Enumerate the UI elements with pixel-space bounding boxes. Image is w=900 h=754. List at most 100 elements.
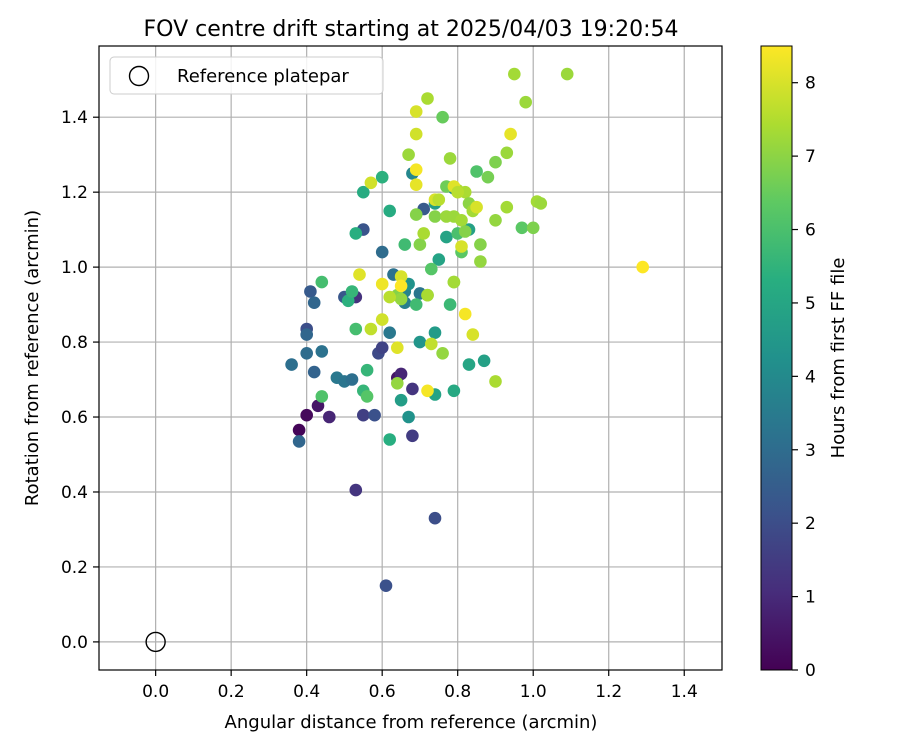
data-point	[402, 410, 415, 424]
x-tick-label: 0.0	[142, 682, 169, 702]
y-tick-label: 0.2	[61, 558, 88, 578]
data-point	[443, 152, 457, 165]
data-point	[394, 393, 408, 407]
x-tick-label: 0.4	[293, 682, 320, 702]
legend: Reference platepar	[109, 56, 384, 95]
data-point	[636, 260, 649, 274]
data-point	[477, 354, 491, 368]
x-tick-label: 0.2	[218, 682, 245, 702]
colorbar-tick-label: 2	[805, 514, 816, 534]
colorbar-gradient	[760, 45, 793, 671]
data-point	[534, 197, 548, 210]
colorbar-tick-label: 4	[805, 367, 816, 387]
data-point	[375, 341, 389, 355]
chart-title: FOV centre drift starting at 2025/04/03 …	[144, 17, 679, 42]
data-point	[315, 390, 329, 403]
data-point	[345, 373, 359, 386]
data-point	[383, 326, 397, 340]
data-point	[375, 277, 389, 291]
data-point	[451, 185, 465, 199]
data-point	[360, 363, 374, 377]
colorbar-tick-label: 3	[805, 441, 816, 461]
data-point	[394, 292, 408, 306]
data-point	[398, 238, 412, 251]
x-tick-label: 1.4	[671, 682, 698, 702]
data-point	[307, 365, 321, 379]
x-axis-label: Angular distance from reference (arcmin)	[225, 712, 598, 733]
data-point	[353, 268, 366, 281]
data-point	[391, 377, 404, 390]
data-point	[391, 341, 404, 355]
data-point	[364, 176, 378, 190]
data-point	[349, 483, 363, 497]
data-point	[409, 127, 423, 141]
data-point	[406, 382, 419, 396]
colorbar-tick-label: 0	[805, 661, 816, 681]
data-point	[470, 200, 483, 214]
data-point	[292, 423, 306, 437]
data-point	[519, 95, 532, 109]
data-point	[413, 238, 427, 251]
data-point	[315, 345, 329, 358]
grid	[99, 46, 722, 670]
data-point	[447, 275, 461, 289]
data-point	[432, 253, 446, 266]
x-tick-label: 1.0	[520, 682, 547, 702]
data-point	[300, 328, 314, 341]
data-point	[458, 307, 472, 321]
legend-box	[109, 56, 384, 95]
data-point	[421, 92, 434, 105]
x-tick-label: 0.6	[369, 682, 396, 702]
data-point	[481, 170, 495, 184]
data-point	[409, 163, 423, 176]
data-point	[560, 67, 574, 81]
data-point	[508, 67, 521, 81]
colorbar-tick-label: 8	[805, 74, 816, 94]
y-axis-label: Rotation from reference (arcmin)	[22, 210, 43, 506]
data-point	[406, 429, 419, 443]
data-point	[394, 270, 408, 283]
data-point	[383, 290, 397, 304]
x-tick-label: 0.8	[444, 682, 471, 702]
colorbar-label: Hours from first FF file	[828, 258, 849, 459]
data-point	[409, 178, 423, 191]
data-point	[300, 347, 314, 360]
data-point	[364, 322, 378, 336]
data-point	[443, 298, 457, 311]
y-tick-label: 0.8	[61, 333, 88, 353]
data-point	[375, 245, 389, 259]
data-point	[421, 288, 434, 302]
data-point	[307, 296, 321, 310]
data-point	[526, 221, 540, 235]
data-point	[462, 358, 476, 371]
data-point	[515, 221, 529, 235]
y-tick-label: 1.4	[61, 108, 88, 128]
data-point	[360, 390, 374, 403]
data-point	[440, 230, 453, 244]
data-point	[500, 146, 514, 160]
x-tick-label: 1.2	[595, 682, 622, 702]
colorbar-tick-label: 7	[805, 147, 816, 167]
data-point	[383, 433, 397, 446]
data-point	[409, 298, 423, 311]
data-point	[349, 322, 363, 336]
data-point	[447, 384, 461, 398]
reference-marker	[145, 631, 166, 653]
data-point	[436, 347, 449, 360]
data-point	[375, 170, 389, 184]
data-point	[474, 238, 487, 251]
data-point	[292, 435, 306, 448]
data-point	[379, 579, 393, 592]
data-point	[383, 204, 397, 218]
data-point	[455, 214, 468, 227]
data-point	[470, 165, 483, 178]
data-point	[489, 375, 502, 388]
data-point	[357, 185, 370, 199]
data-point	[413, 335, 427, 349]
data-point	[428, 326, 442, 340]
data-point	[409, 208, 423, 221]
data-point	[466, 328, 480, 341]
data-point	[368, 408, 381, 422]
data-point	[504, 127, 517, 141]
